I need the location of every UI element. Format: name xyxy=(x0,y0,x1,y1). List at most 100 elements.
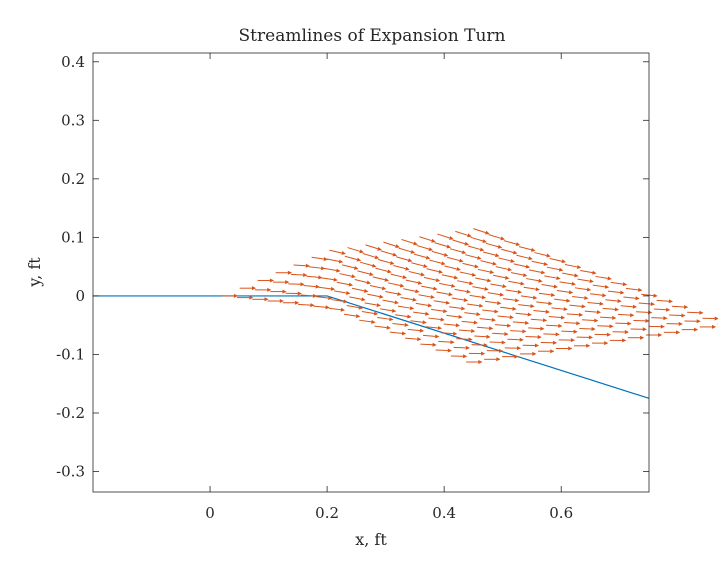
tick-layer: 0 0.2 0.4 0.6 -0.3 -0.2 -0.1 0 0.1 0.2 0.3 0.4 xyxy=(56,53,649,522)
flow-arrow xyxy=(651,316,668,321)
flow-arrow xyxy=(239,286,257,291)
flow-arrow xyxy=(608,290,625,295)
flow-arrow xyxy=(656,299,673,304)
flow-arrow xyxy=(298,303,315,308)
flow-arrow xyxy=(620,304,638,309)
flow-arrow xyxy=(483,251,500,258)
flow-arrow xyxy=(346,305,364,310)
flow-arrow xyxy=(562,272,579,278)
flow-arrow xyxy=(465,254,482,260)
flow-arrow xyxy=(546,323,563,328)
flow-arrow xyxy=(422,334,440,339)
flow-arrow xyxy=(359,261,377,268)
flow-arrow xyxy=(702,316,718,321)
flow-arrow xyxy=(329,249,346,255)
flow-arrow xyxy=(538,349,555,354)
flow-arrow xyxy=(372,276,390,282)
flow-arrow xyxy=(520,351,537,356)
flow-arrow xyxy=(489,340,506,345)
flow-arrow xyxy=(405,279,423,285)
plot-area: 0 0.2 0.4 0.6 -0.3 -0.2 -0.1 0 0.1 0.2 0.3 0.4 xyxy=(56,52,718,522)
flow-arrow xyxy=(584,310,602,315)
flow-arrow xyxy=(436,291,453,297)
flow-arrow xyxy=(416,244,434,252)
flow-arrow xyxy=(382,299,399,305)
flow-arrow xyxy=(333,290,351,295)
flow-arrow xyxy=(395,314,412,319)
x-tick-label: 0.4 xyxy=(432,504,456,522)
flow-arrow xyxy=(518,304,535,309)
flow-arrow xyxy=(359,319,376,324)
y-tick-label: 0.4 xyxy=(61,53,85,71)
wall-layer xyxy=(93,295,650,399)
flow-arrow xyxy=(452,239,470,246)
flow-arrow xyxy=(564,321,581,326)
flow-arrow xyxy=(500,306,517,311)
flow-arrow xyxy=(361,311,379,316)
flow-arrow xyxy=(469,294,487,300)
flow-arrow xyxy=(387,282,405,288)
flow-arrow xyxy=(591,341,609,346)
flow-arrow xyxy=(400,296,417,302)
flow-arrow xyxy=(497,315,514,320)
y-tick-label: -0.1 xyxy=(56,345,85,363)
flow-arrow xyxy=(270,289,287,294)
flow-arrow xyxy=(488,234,505,241)
flow-arrow xyxy=(630,327,647,332)
flow-arrow xyxy=(413,253,431,260)
flow-arrow xyxy=(462,262,479,269)
flow-arrow xyxy=(484,357,501,362)
flow-arrow xyxy=(434,242,452,249)
flow-arrow xyxy=(455,230,472,238)
flow-arrow xyxy=(475,277,492,283)
flow-arrow xyxy=(336,281,354,287)
flow-arrow xyxy=(431,250,449,257)
flow-arrow xyxy=(449,306,466,311)
flow-arrow xyxy=(536,301,553,306)
flow-arrow xyxy=(450,354,468,359)
flow-arrow xyxy=(354,279,372,285)
flow-arrow xyxy=(699,324,717,329)
flow-arrow xyxy=(364,302,382,308)
flow-arrow xyxy=(582,318,599,323)
flow-arrow xyxy=(609,338,627,343)
flow-arrow xyxy=(324,267,341,273)
flow-arrow xyxy=(375,267,392,274)
plot-background xyxy=(93,53,649,492)
flow-arrow xyxy=(548,315,566,320)
flow-arrow xyxy=(410,320,427,325)
flow-arrow xyxy=(357,270,374,276)
flow-arrow xyxy=(520,295,538,300)
flow-arrow xyxy=(538,292,556,297)
flow-arrow xyxy=(423,276,441,283)
flow-arrow xyxy=(331,299,348,304)
flow-arrow xyxy=(569,304,586,309)
flow-arrow xyxy=(525,335,542,340)
flow-arrow xyxy=(605,298,622,303)
flow-arrow xyxy=(418,294,435,299)
flow-arrow xyxy=(510,272,528,277)
flow-arrow xyxy=(392,322,409,327)
flow-arrow xyxy=(533,309,550,314)
flow-arrow xyxy=(625,287,643,292)
flow-arrow xyxy=(237,295,254,300)
flow-arrow xyxy=(447,256,464,263)
flow-arrow xyxy=(602,307,620,312)
flow-arrow xyxy=(380,250,398,257)
flow-arrow xyxy=(444,265,461,271)
flow-arrow xyxy=(426,268,443,274)
flow-arrow xyxy=(641,293,658,298)
flow-arrow xyxy=(439,282,456,288)
flow-arrow xyxy=(408,270,426,277)
flow-arrow xyxy=(433,300,451,305)
flow-arrow xyxy=(397,305,415,311)
flow-arrow xyxy=(505,289,523,294)
flow-arrow xyxy=(411,262,428,268)
y-tick-label: -0.3 xyxy=(56,463,85,481)
flow-arrow xyxy=(556,346,573,351)
flow-arrow xyxy=(449,248,467,255)
flow-arrow xyxy=(549,258,567,264)
flow-arrow xyxy=(470,236,487,243)
flow-arrow xyxy=(573,343,591,348)
